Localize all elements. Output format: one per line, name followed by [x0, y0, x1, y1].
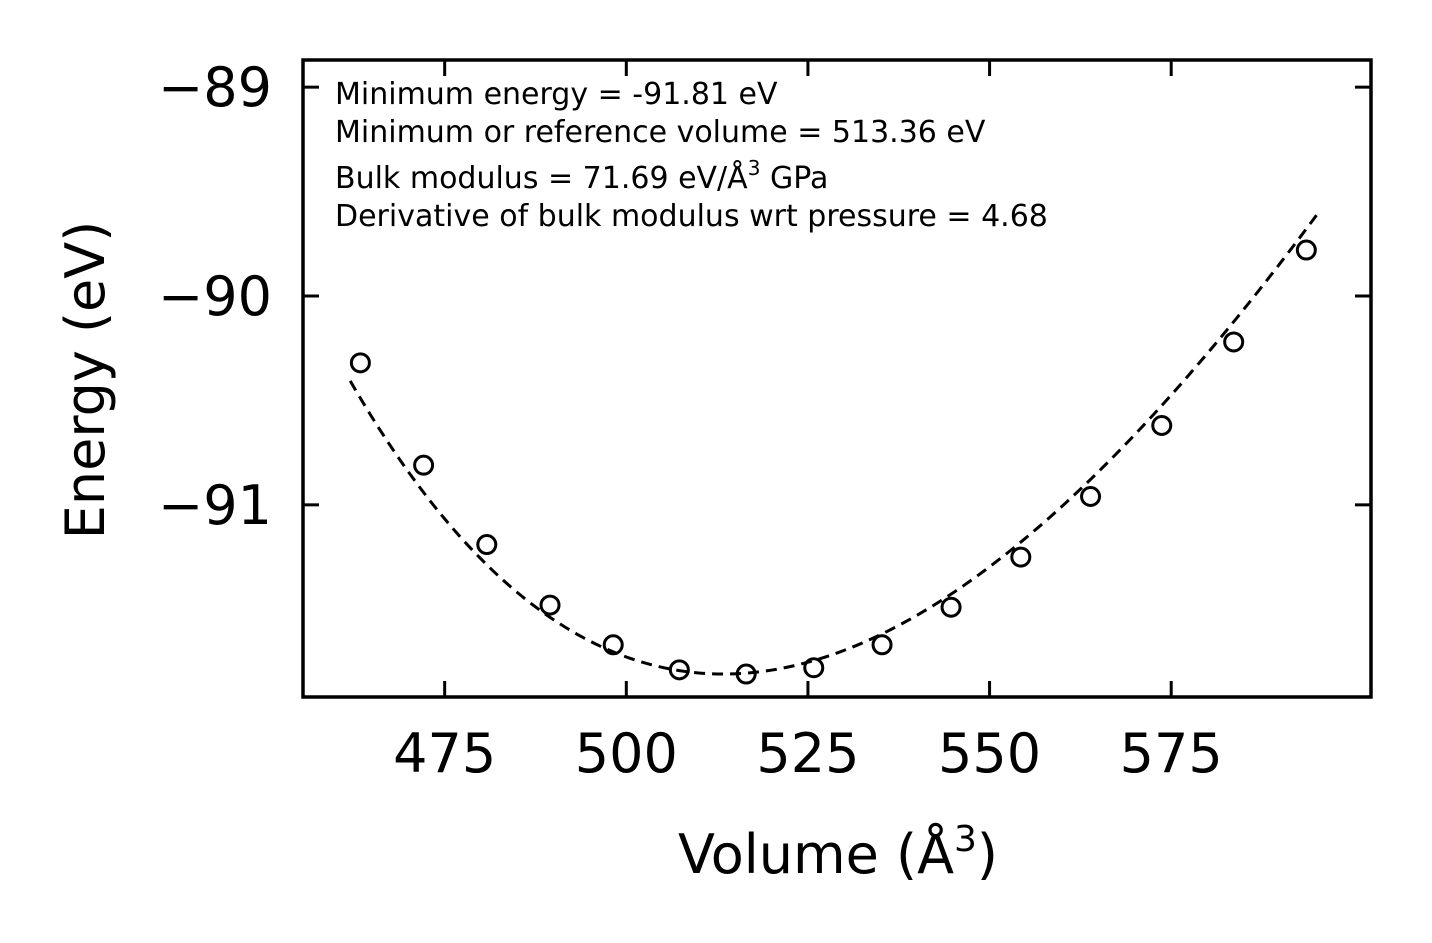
- x-axis-title: Volume (Å3): [678, 819, 998, 886]
- x-tick-label: 550: [938, 722, 1041, 785]
- data-point: [476, 534, 498, 556]
- data-point: [539, 594, 561, 616]
- x-tick-label: 475: [393, 722, 496, 785]
- x-tick-label: 500: [575, 722, 678, 785]
- fit-curve: [348, 212, 1320, 676]
- data-points: [349, 239, 1317, 685]
- annotation-ref-volume: Minimum or reference volume = 513.36 eV: [335, 115, 986, 150]
- data-point: [413, 454, 435, 476]
- x-tick-labels: 475 500 525 550 575: [393, 722, 1223, 785]
- data-point: [803, 657, 825, 679]
- y-tick-label: −90: [158, 265, 272, 328]
- data-point: [1010, 546, 1032, 568]
- y-tick-label: −89: [158, 56, 272, 119]
- data-point: [1223, 331, 1245, 353]
- data-point: [668, 659, 690, 681]
- data-point: [349, 352, 371, 374]
- annotation-bulk-modulus-derivative: Derivative of bulk modulus wrt pressure …: [335, 199, 1048, 234]
- x-tick-label: 525: [756, 722, 859, 785]
- tick-marks: [303, 60, 1371, 697]
- plot-frame: [301, 58, 1373, 699]
- annotation-bulk-modulus: Bulk modulus = 71.69 eV/Å3 GPa: [335, 156, 828, 196]
- data-point: [735, 663, 757, 685]
- data-point: [940, 596, 962, 618]
- data-point: [1151, 414, 1173, 436]
- data-point: [1295, 239, 1317, 261]
- data-point: [602, 634, 624, 656]
- y-tick-labels: −89 −90 −91: [158, 56, 272, 537]
- x-tick-label: 575: [1120, 722, 1223, 785]
- y-tick-label: −91: [158, 474, 272, 537]
- annotation-min-energy: Minimum energy = -91.81 eV: [335, 77, 778, 112]
- data-point: [1080, 486, 1102, 508]
- y-axis-title: Energy (eV): [54, 221, 117, 540]
- data-point: [871, 634, 893, 656]
